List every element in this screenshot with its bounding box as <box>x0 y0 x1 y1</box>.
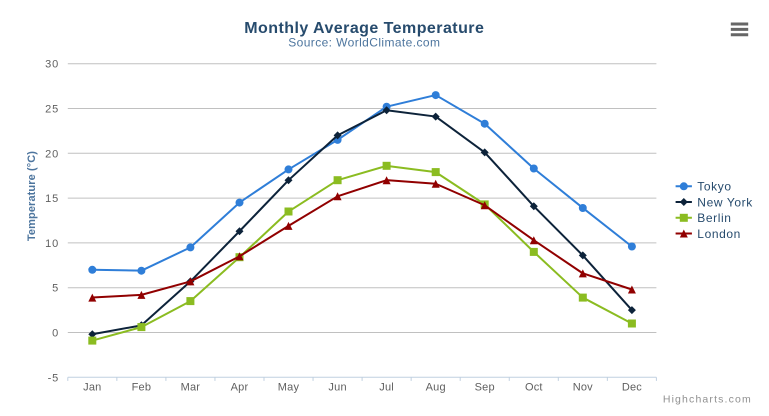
svg-text:Berlin: Berlin <box>697 211 731 225</box>
svg-text:15: 15 <box>45 193 59 205</box>
svg-text:Monthly Average Temperature: Monthly Average Temperature <box>244 20 484 37</box>
svg-text:Nov: Nov <box>573 382 593 394</box>
svg-text:May: May <box>278 382 300 394</box>
svg-text:Jul: Jul <box>379 382 394 394</box>
svg-text:10: 10 <box>45 238 59 250</box>
svg-text:Jun: Jun <box>328 382 346 394</box>
svg-text:Apr: Apr <box>231 382 249 394</box>
svg-text:-5: -5 <box>48 372 59 384</box>
svg-text:5: 5 <box>52 283 59 295</box>
svg-text:25: 25 <box>45 104 59 116</box>
svg-text:Mar: Mar <box>181 382 201 394</box>
svg-text:London: London <box>697 227 741 241</box>
svg-text:Aug: Aug <box>426 382 446 394</box>
svg-text:Feb: Feb <box>132 382 152 394</box>
svg-text:Temperature (°C): Temperature (°C) <box>26 151 38 241</box>
svg-text:Source: WorldClimate.com: Source: WorldClimate.com <box>288 36 440 50</box>
svg-text:New York: New York <box>697 195 753 209</box>
svg-text:Highcharts.com: Highcharts.com <box>663 393 752 405</box>
svg-text:20: 20 <box>45 148 59 160</box>
svg-text:Sep: Sep <box>475 382 495 394</box>
svg-text:30: 30 <box>45 59 59 71</box>
svg-text:Jan: Jan <box>83 382 101 394</box>
svg-text:0: 0 <box>52 328 59 340</box>
svg-text:Tokyo: Tokyo <box>697 180 731 194</box>
svg-text:Dec: Dec <box>622 382 642 394</box>
svg-text:Oct: Oct <box>525 382 543 394</box>
